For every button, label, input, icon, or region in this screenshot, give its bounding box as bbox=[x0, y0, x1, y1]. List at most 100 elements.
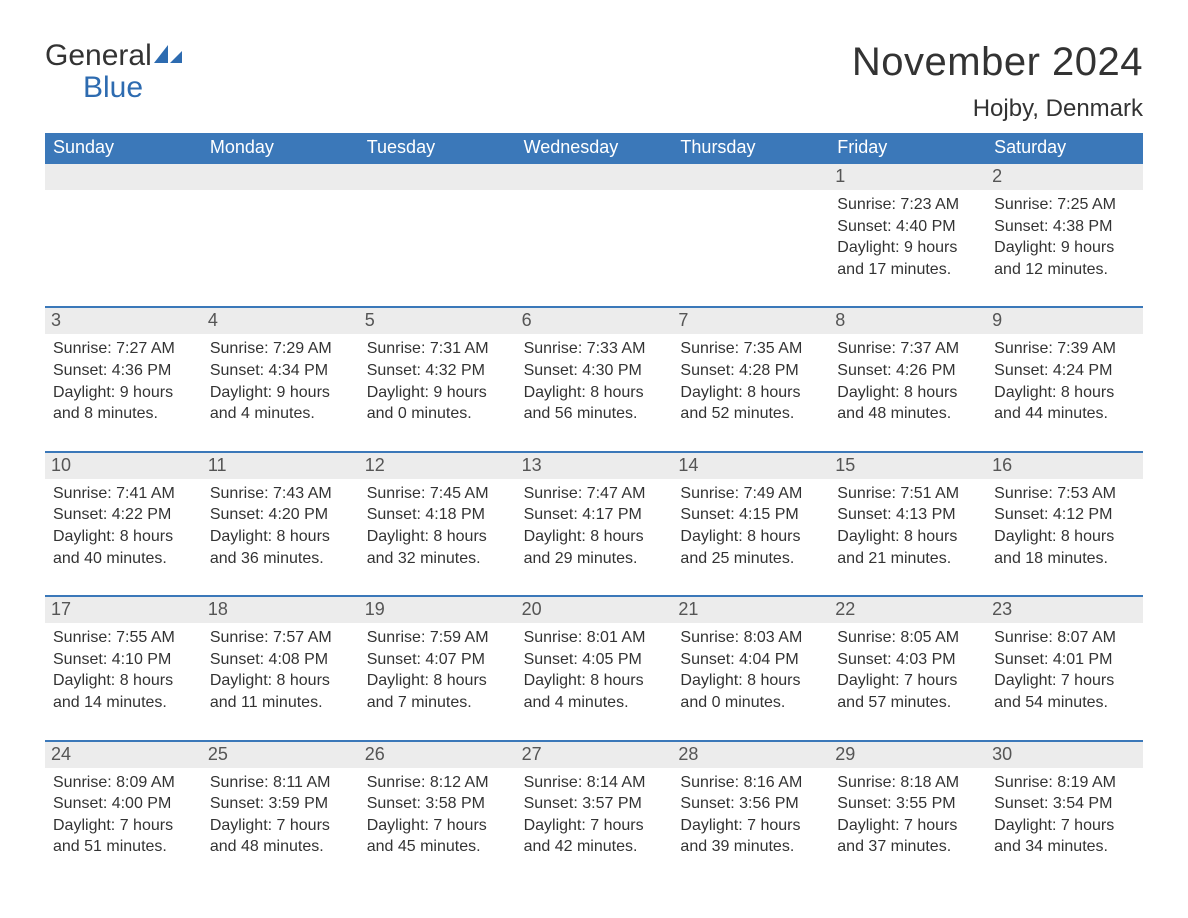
sunrise-line: Sunrise: 8:12 AM bbox=[367, 772, 508, 794]
week-row: 3Sunrise: 7:27 AMSunset: 4:36 PMDaylight… bbox=[45, 306, 1143, 430]
day-body: Sunrise: 8:19 AMSunset: 3:54 PMDaylight:… bbox=[994, 772, 1135, 858]
day-number: 20 bbox=[516, 597, 673, 623]
daylight-line: Daylight: 8 hours and 48 minutes. bbox=[837, 382, 978, 425]
sunrise-line: Sunrise: 7:43 AM bbox=[210, 483, 351, 505]
day-number: 19 bbox=[359, 597, 516, 623]
dow-cell: Sunday bbox=[45, 133, 202, 164]
day-body: Sunrise: 7:43 AMSunset: 4:20 PMDaylight:… bbox=[210, 483, 351, 569]
day-number: 14 bbox=[672, 453, 829, 479]
sunrise-line: Sunrise: 7:47 AM bbox=[524, 483, 665, 505]
daylight-line: Daylight: 9 hours and 12 minutes. bbox=[994, 237, 1135, 280]
day-body: Sunrise: 7:59 AMSunset: 4:07 PMDaylight:… bbox=[367, 627, 508, 713]
sunset-line: Sunset: 3:57 PM bbox=[524, 793, 665, 815]
sunrise-line: Sunrise: 8:07 AM bbox=[994, 627, 1135, 649]
sunrise-line: Sunrise: 7:37 AM bbox=[837, 338, 978, 360]
daylight-line: Daylight: 8 hours and 40 minutes. bbox=[53, 526, 194, 569]
daylight-line: Daylight: 9 hours and 17 minutes. bbox=[837, 237, 978, 280]
logo: General Blue bbox=[45, 40, 182, 103]
day-number bbox=[45, 164, 202, 190]
day-body: Sunrise: 8:03 AMSunset: 4:04 PMDaylight:… bbox=[680, 627, 821, 713]
sunset-line: Sunset: 3:54 PM bbox=[994, 793, 1135, 815]
sunrise-line: Sunrise: 8:18 AM bbox=[837, 772, 978, 794]
daylight-line: Daylight: 8 hours and 32 minutes. bbox=[367, 526, 508, 569]
day-body: Sunrise: 8:14 AMSunset: 3:57 PMDaylight:… bbox=[524, 772, 665, 858]
day-body: Sunrise: 7:45 AMSunset: 4:18 PMDaylight:… bbox=[367, 483, 508, 569]
day-number: 23 bbox=[986, 597, 1143, 623]
sunset-line: Sunset: 4:34 PM bbox=[210, 360, 351, 382]
sunrise-line: Sunrise: 8:03 AM bbox=[680, 627, 821, 649]
sunrise-line: Sunrise: 7:27 AM bbox=[53, 338, 194, 360]
sunset-line: Sunset: 4:10 PM bbox=[53, 649, 194, 671]
day-number: 27 bbox=[516, 742, 673, 768]
sunrise-line: Sunrise: 7:23 AM bbox=[837, 194, 978, 216]
day-cell: 16 Sunrise: 7:53 AMSunset: 4:12 PMDayligh… bbox=[986, 453, 1143, 575]
sunset-line: Sunset: 3:55 PM bbox=[837, 793, 978, 815]
daylight-line: Daylight: 9 hours and 4 minutes. bbox=[210, 382, 351, 425]
dow-cell: Tuesday bbox=[359, 133, 516, 164]
day-body: Sunrise: 7:35 AMSunset: 4:28 PMDaylight:… bbox=[680, 338, 821, 424]
day-number: 6 bbox=[516, 308, 673, 334]
daylight-line: Daylight: 7 hours and 39 minutes. bbox=[680, 815, 821, 858]
sunset-line: Sunset: 4:08 PM bbox=[210, 649, 351, 671]
day-number: 13 bbox=[516, 453, 673, 479]
daylight-line: Daylight: 8 hours and 25 minutes. bbox=[680, 526, 821, 569]
day-cell: 30 Sunrise: 8:19 AMSunset: 3:54 PMDayligh… bbox=[986, 742, 1143, 864]
daylight-line: Daylight: 8 hours and 14 minutes. bbox=[53, 670, 194, 713]
day-number: 9 bbox=[986, 308, 1143, 334]
sunset-line: Sunset: 4:40 PM bbox=[837, 216, 978, 238]
day-cell: 5Sunrise: 7:31 AMSunset: 4:32 PMDaylight… bbox=[359, 308, 516, 430]
day-body: Sunrise: 7:53 AMSunset: 4:12 PMDaylight:… bbox=[994, 483, 1135, 569]
day-cell: 25Sunrise: 8:11 AMSunset: 3:59 PMDayligh… bbox=[202, 742, 359, 864]
day-number: 30 bbox=[986, 742, 1143, 768]
day-number: 24 bbox=[45, 742, 202, 768]
daylight-line: Daylight: 7 hours and 51 minutes. bbox=[53, 815, 194, 858]
daylight-line: Daylight: 8 hours and 44 minutes. bbox=[994, 382, 1135, 425]
sunrise-line: Sunrise: 7:55 AM bbox=[53, 627, 194, 649]
day-body: Sunrise: 8:05 AMSunset: 4:03 PMDaylight:… bbox=[837, 627, 978, 713]
title-block: November 2024 Hojby, Denmark bbox=[852, 40, 1143, 123]
day-body: Sunrise: 7:33 AMSunset: 4:30 PMDaylight:… bbox=[524, 338, 665, 424]
day-cell: 19 Sunrise: 7:59 AMSunset: 4:07 PMDayligh… bbox=[359, 597, 516, 719]
sunset-line: Sunset: 4:01 PM bbox=[994, 649, 1135, 671]
day-number: 12 bbox=[359, 453, 516, 479]
day-number: 16 bbox=[986, 453, 1143, 479]
sunset-line: Sunset: 4:30 PM bbox=[524, 360, 665, 382]
day-cell: 7Sunrise: 7:35 AMSunset: 4:28 PMDaylight… bbox=[672, 308, 829, 430]
sunset-line: Sunset: 3:56 PM bbox=[680, 793, 821, 815]
day-cell: 6 Sunrise: 7:33 AMSunset: 4:30 PMDaylight… bbox=[516, 308, 673, 430]
day-cell bbox=[516, 164, 673, 286]
dow-cell: Saturday bbox=[986, 133, 1143, 164]
header: General Blue November 2024 Hojby, Denmar… bbox=[45, 40, 1143, 123]
day-number: 8 bbox=[829, 308, 986, 334]
day-cell: 17Sunrise: 7:55 AMSunset: 4:10 PMDayligh… bbox=[45, 597, 202, 719]
day-body: Sunrise: 7:51 AMSunset: 4:13 PMDaylight:… bbox=[837, 483, 978, 569]
day-body: Sunrise: 7:47 AMSunset: 4:17 PMDaylight:… bbox=[524, 483, 665, 569]
daylight-line: Daylight: 8 hours and 4 minutes. bbox=[524, 670, 665, 713]
day-number: 26 bbox=[359, 742, 516, 768]
sunset-line: Sunset: 4:15 PM bbox=[680, 504, 821, 526]
sunrise-line: Sunrise: 8:19 AM bbox=[994, 772, 1135, 794]
day-cell: 24 Sunrise: 8:09 AMSunset: 4:00 PMDayligh… bbox=[45, 742, 202, 864]
month-title: November 2024 bbox=[852, 40, 1143, 85]
day-body: Sunrise: 8:07 AMSunset: 4:01 PMDaylight:… bbox=[994, 627, 1135, 713]
day-cell: 23 Sunrise: 8:07 AMSunset: 4:01 PMDayligh… bbox=[986, 597, 1143, 719]
daylight-line: Daylight: 7 hours and 54 minutes. bbox=[994, 670, 1135, 713]
dow-row: SundayMondayTuesdayWednesdayThursdayFrid… bbox=[45, 133, 1143, 164]
day-number: 18 bbox=[202, 597, 359, 623]
daylight-line: Daylight: 9 hours and 8 minutes. bbox=[53, 382, 194, 425]
day-body: Sunrise: 7:39 AMSunset: 4:24 PMDaylight:… bbox=[994, 338, 1135, 424]
day-cell: 1Sunrise: 7:23 AMSunset: 4:40 PMDaylight… bbox=[829, 164, 986, 286]
sunrise-line: Sunrise: 7:53 AM bbox=[994, 483, 1135, 505]
sunset-line: Sunset: 3:58 PM bbox=[367, 793, 508, 815]
day-cell: 28Sunrise: 8:16 AMSunset: 3:56 PMDayligh… bbox=[672, 742, 829, 864]
sunrise-line: Sunrise: 7:33 AM bbox=[524, 338, 665, 360]
day-body: Sunrise: 8:09 AMSunset: 4:00 PMDaylight:… bbox=[53, 772, 194, 858]
daylight-line: Daylight: 8 hours and 0 minutes. bbox=[680, 670, 821, 713]
sunrise-line: Sunrise: 7:29 AM bbox=[210, 338, 351, 360]
week-row: 24 Sunrise: 8:09 AMSunset: 4:00 PMDayligh… bbox=[45, 740, 1143, 864]
logo-text: General Blue bbox=[45, 40, 182, 103]
day-cell: 29Sunrise: 8:18 AMSunset: 3:55 PMDayligh… bbox=[829, 742, 986, 864]
day-cell: 20Sunrise: 8:01 AMSunset: 4:05 PMDayligh… bbox=[516, 597, 673, 719]
daylight-line: Daylight: 8 hours and 29 minutes. bbox=[524, 526, 665, 569]
logo-word-2: Blue bbox=[83, 72, 182, 104]
